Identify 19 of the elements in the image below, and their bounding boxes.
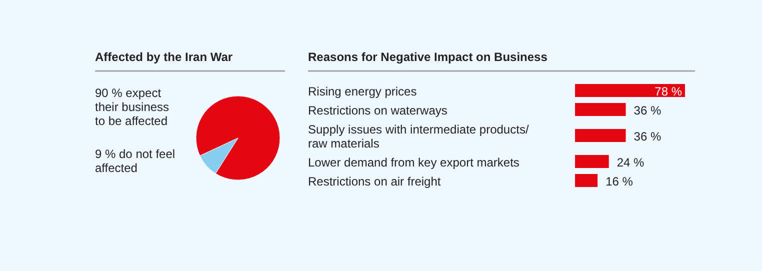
data-label: 36 %: [634, 130, 662, 144]
text: Reasons for Negative Impact on Business: [308, 50, 548, 64]
y-tick-label: Rising energy prices: [308, 84, 417, 98]
chart-title: Affected by the Iran War: [95, 50, 233, 64]
y-tick-label: Restrictions on waterways: [308, 104, 448, 118]
y-tick-label: Lower demand from key export markets: [308, 156, 520, 170]
data-label: 36 %: [634, 104, 662, 118]
bar: [575, 129, 626, 142]
bar: [575, 84, 685, 97]
data-label: 78 %: [654, 84, 682, 98]
bar: [575, 174, 598, 187]
data-label: 24 %: [616, 156, 645, 170]
y-tick-label: Supply issues with intermediate products/ raw materials: [308, 122, 530, 150]
pie-slice: [196, 96, 280, 180]
pie-slice: [200, 138, 238, 174]
y-tick-label: Restrictions on air freight: [308, 174, 442, 188]
slice-label: 9 % do not feel affected: [95, 147, 176, 175]
data-label: 16 %: [606, 174, 634, 188]
slice-label: 90 % expect their business to be affected: [95, 86, 170, 128]
